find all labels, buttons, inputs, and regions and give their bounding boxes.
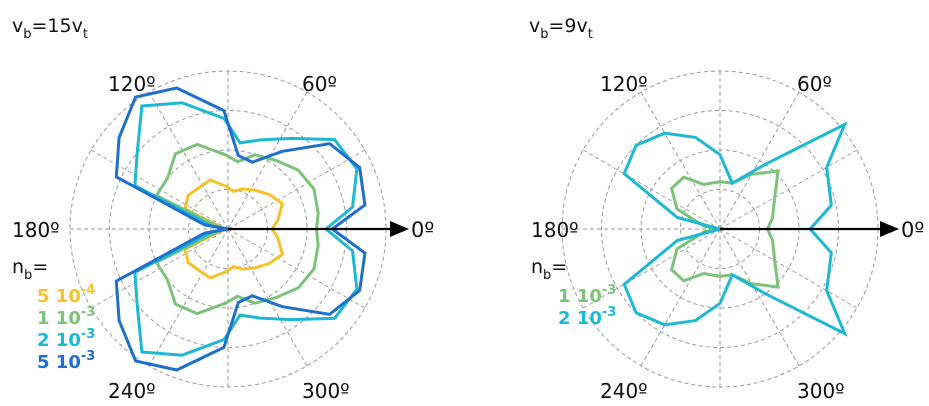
grid-spoke-240: [641, 229, 720, 366]
chart-title-left: vb=15vt: [12, 15, 88, 42]
legend-entry-1: 5 10-4: [37, 283, 95, 307]
angle-label-300: 300º: [797, 379, 845, 403]
grid-spoke-30: [720, 150, 857, 229]
angle-label-120: 120º: [600, 72, 648, 96]
chart-title-right: vb=9vt: [529, 15, 593, 42]
angle-label-60: 60º: [302, 72, 337, 96]
legend-entries-right: 1 10-32 10-3: [558, 283, 616, 329]
angle-label-240: 240º: [108, 379, 156, 403]
arrowhead-left: [390, 221, 409, 237]
legend-entry-1: 1 10-3: [558, 283, 616, 307]
angle-label-240: 240º: [600, 379, 648, 403]
angle-label-0: 0º: [411, 218, 434, 242]
legend-entries-left: 5 10-41 10-32 10-35 10-3: [37, 283, 95, 373]
angle-label-0: 0º: [901, 218, 924, 242]
arrowhead-right: [880, 221, 899, 237]
angle-label-180: 180º: [12, 218, 60, 242]
grid-spoke-300: [720, 229, 799, 366]
legend-title-right: nb=: [531, 256, 567, 283]
grid-spoke-150: [583, 150, 720, 229]
legend-title-left: nb=: [12, 256, 48, 283]
polar-chart-left: vb=15vt 120º 60º 180º 0º 240º 300º nb= 5…: [12, 15, 434, 403]
legend-entry-3: 2 10-3: [37, 327, 95, 351]
angle-label-300: 300º: [302, 379, 350, 403]
angle-label-60: 60º: [797, 72, 832, 96]
grid-spoke-240: [149, 229, 228, 366]
angle-label-120: 120º: [108, 72, 156, 96]
legend-entry-2: 1 10-3: [37, 305, 95, 329]
angle-label-180: 180º: [531, 218, 579, 242]
polar-chart-right: vb=9vt 120º 60º 180º 0º 240º 300º nb= 1 …: [529, 15, 924, 403]
grid-spoke-120: [641, 92, 720, 229]
grid-spoke-330: [720, 229, 857, 308]
grid-spoke-120: [149, 92, 228, 229]
grid-spoke-60: [720, 92, 799, 229]
legend-entry-4: 5 10-3: [37, 349, 95, 373]
legend-entry-2: 2 10-3: [558, 305, 616, 329]
